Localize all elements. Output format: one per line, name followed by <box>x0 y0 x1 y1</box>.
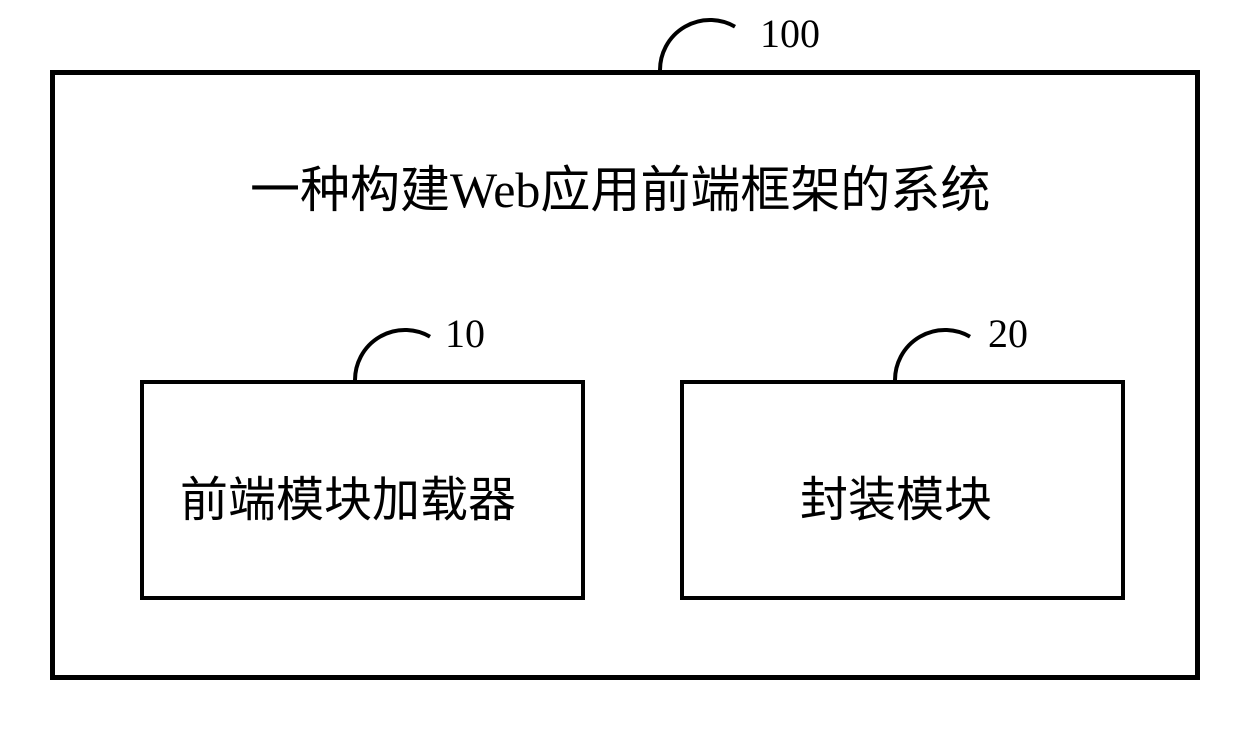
outer-box-label: 100 <box>760 10 820 57</box>
system-title: 一种构建Web应用前端框架的系统 <box>250 150 990 222</box>
frontend-module-loader-text: 前端模块加载器 <box>180 460 516 530</box>
frontend-module-loader-callout-arc <box>349 324 461 436</box>
package-module-callout-arc <box>889 324 1001 436</box>
package-module-text: 封装模块 <box>800 460 992 530</box>
outer-callout-arc <box>654 14 766 126</box>
